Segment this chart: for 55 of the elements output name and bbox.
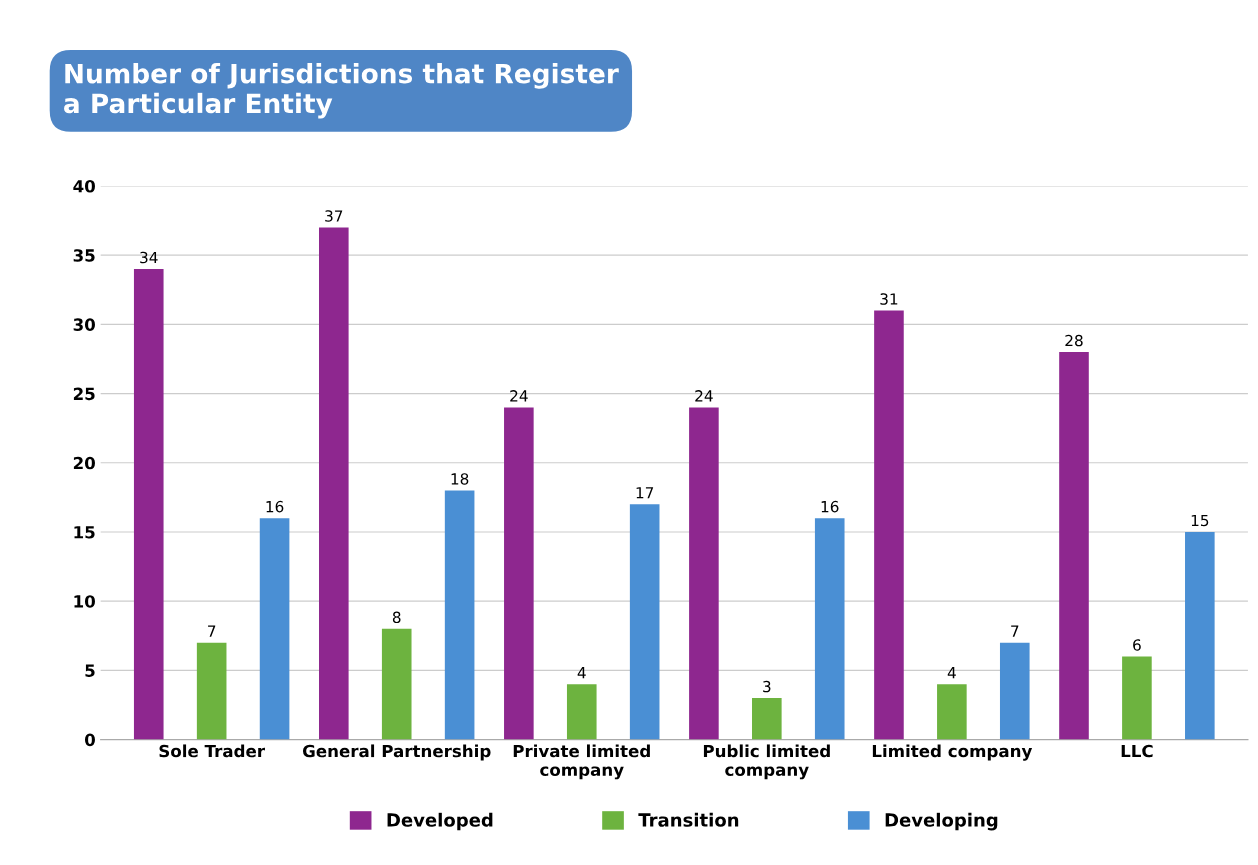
bar [566,684,597,740]
bar [504,407,534,740]
data-label: 6 [1133,639,1141,651]
bar [629,504,660,740]
data-label: 3 [763,680,771,693]
y-tick-label: 5 [85,664,95,677]
y-tick-label: 30 [73,318,95,331]
data-label: 24 [695,390,713,402]
data-label: 24 [510,390,528,402]
bar [1185,531,1215,740]
y-tick-label: 0 [84,733,95,747]
data-label: 4 [577,667,586,679]
legend-label: Transition [638,812,739,827]
x-tick-label: Limited company [872,744,1033,761]
bar [937,684,967,740]
bar [381,628,412,740]
bar [1059,352,1089,740]
y-tick-label: 35 [73,249,95,262]
bar [874,310,904,740]
x-tick-label: Private limited company [513,744,650,780]
bar [814,518,845,740]
bar [689,407,719,740]
data-label: 34 [140,251,158,264]
bar [752,698,782,740]
data-label: 16 [266,500,284,513]
data-label: 16 [821,500,839,513]
data-label: 17 [636,487,654,499]
data-label: 8 [392,611,401,624]
data-label: 18 [451,473,469,485]
x-tick-label: Public limited company [703,744,830,780]
y-tick-label: 10 [74,595,95,608]
bar [444,490,475,740]
data-label: 28 [1065,334,1083,347]
data-label: 15 [1191,514,1209,527]
legend-label: Developed [387,812,493,831]
bar [259,518,290,740]
bar [196,642,227,740]
y-tick-label: 20 [73,456,95,470]
data-label: 7 [208,625,216,637]
legend-label: Developing [885,812,998,831]
bar [133,269,164,740]
x-tick-label: LLC [1121,744,1153,758]
bar [319,227,349,740]
x-tick-label: Sole Trader [159,744,265,758]
data-label: 7 [1011,625,1019,637]
x-tick-label: General Partnership [302,744,491,761]
y-tick-label: 15 [74,526,95,539]
y-tick-label: 40 [73,179,95,193]
data-label: 4 [947,667,956,679]
y-tick-label: 25 [73,387,95,401]
bar [999,642,1030,740]
bar [1122,656,1152,740]
data-label: 37 [325,210,343,222]
data-label: 31 [880,293,898,305]
chart-title: Number of Jurisdictions that Register a Particular Entity [64,63,619,119]
